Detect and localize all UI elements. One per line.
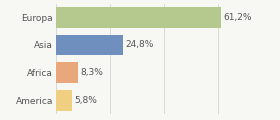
Text: 8,3%: 8,3% [81, 68, 103, 77]
Bar [56, 7, 221, 28]
Text: 24,8%: 24,8% [125, 41, 153, 49]
Text: 5,8%: 5,8% [74, 96, 97, 105]
Text: 61,2%: 61,2% [223, 13, 252, 22]
Bar [56, 35, 123, 55]
Bar [56, 62, 78, 83]
Bar [56, 90, 72, 111]
